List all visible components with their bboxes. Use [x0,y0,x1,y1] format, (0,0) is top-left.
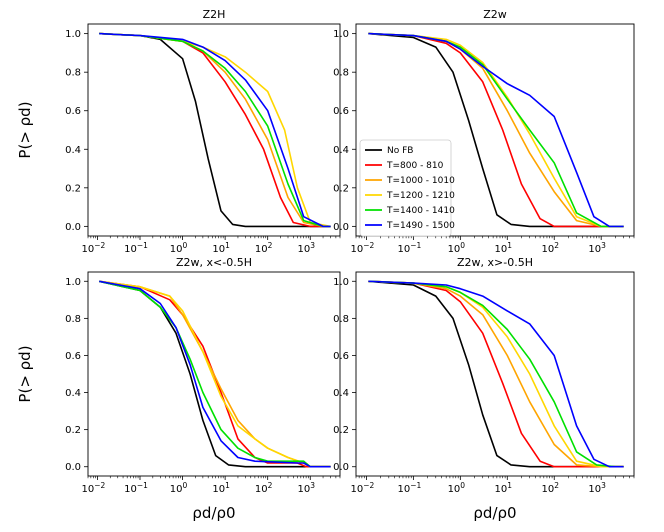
panel-1: Z2H 0.0 0.2 0.4 0.6 0.8 1.0 10−2 10−1 100 101 102 10… [16,8,341,255]
x-tick-label: 101 [495,241,513,255]
y-tick-label: 0.6 [65,106,81,117]
y-tick-label: 0.2 [333,425,349,436]
panel-2: Z2w 0.0 0.2 0.4 0.6 0.8 1.0 10−2 10−1 100 101 102 10… [333,8,635,255]
panel-title: Z2w [483,8,507,21]
panel-title: Z2H [203,8,226,21]
panel-4: Z2w, x>-0.5H 0.0 0.2 0.4 0.6 0.8 1.0 10−2 10−1 10… [333,256,635,522]
x-tick-label: 10−2 [82,241,106,255]
panel-title: Z2w, x<-0.5H [176,256,252,269]
series-line [368,32,624,228]
x-tick-label: 10−1 [397,481,421,495]
legend-label: T=1200 - 1210 [386,191,455,201]
x-tick-label: 10−1 [397,241,421,255]
series-line [99,280,331,468]
series-line [368,32,624,228]
y-tick-label: 0.4 [333,388,349,399]
x-tick-label: 103 [297,241,315,255]
x-tick-label: 10−2 [351,241,375,255]
x-tick-label: 100 [448,241,466,255]
series-line [368,280,624,468]
series-line [368,280,624,468]
axes-frame [87,23,341,237]
series-line [99,32,331,228]
x-tick-label: 101 [212,241,230,255]
x-axis-label: ρd/ρ0 [473,504,516,522]
y-tick-label: 0.8 [65,68,81,79]
series-line [99,280,331,468]
series-line [368,280,624,468]
y-tick-label: 0.4 [65,388,81,399]
legend-box [359,139,452,237]
y-tick-label: 0.4 [333,145,349,156]
x-tick-label: 102 [255,481,273,495]
y-tick-label: 1.0 [333,29,349,40]
series-line [368,280,624,468]
y-tick-label: 0.0 [65,222,81,233]
y-tick-label: 0.0 [65,462,81,473]
y-axis-label: P(> ρd) [16,345,34,402]
y-tick-label: 1.0 [65,29,81,40]
y-axis-label: P(> ρd) [16,101,34,158]
y-tick-label: 0.0 [333,222,349,233]
x-tick-label: 100 [170,241,188,255]
series-line [99,32,331,228]
x-tick-label: 100 [170,481,188,495]
x-tick-label: 101 [212,481,230,495]
legend-label: T=800 - 810 [386,161,444,171]
series-line [99,280,331,468]
series-line [99,280,331,468]
legend-label: T=1000 - 1010 [386,176,455,186]
x-tick-label: 101 [495,481,513,495]
x-tick-label: 102 [541,481,559,495]
axes-frame [355,23,635,237]
axes-frame [355,271,635,477]
y-tick-label: 0.6 [333,351,349,362]
series-line [99,280,331,468]
y-tick-label: 0.0 [333,462,349,473]
x-tick-label: 103 [297,481,315,495]
series-line [368,32,624,228]
y-tick-label: 0.8 [333,314,349,325]
series-line [368,280,624,468]
x-tick-label: 102 [541,241,559,255]
x-tick-label: 100 [448,481,466,495]
y-tick-label: 1.0 [333,277,349,288]
x-tick-label: 10−1 [124,481,148,495]
series-line [99,280,331,468]
y-tick-label: 0.6 [65,351,81,362]
y-tick-label: 0.4 [65,145,81,156]
series-line [368,32,624,228]
legend-label: T=1490 - 1500 [386,221,455,231]
legend-label: No FB [387,146,413,156]
y-tick-label: 0.2 [65,425,81,436]
legend-label: T=1400 - 1410 [386,206,455,216]
x-tick-label: 103 [588,481,606,495]
x-tick-label: 10−1 [124,241,148,255]
x-tick-label: 10−2 [351,481,375,495]
x-tick-label: 102 [255,241,273,255]
legend: No FB T=800 - 810 T=1000 - 1010 T=1200 - 12… [359,139,455,237]
y-tick-label: 1.0 [65,277,81,288]
panel-3: Z2w, x<-0.5H 0.0 0.2 0.4 0.6 0.8 1.0 10−2 10−1 10… [16,256,341,522]
x-tick-label: 10−2 [82,481,106,495]
y-tick-label: 0.8 [65,314,81,325]
series-line [99,32,331,228]
x-tick-label: 103 [588,241,606,255]
y-tick-label: 0.2 [333,183,349,194]
y-tick-label: 0.8 [333,68,349,79]
x-axis-label: ρd/ρ0 [192,504,235,522]
y-tick-label: 0.2 [65,183,81,194]
y-tick-label: 0.6 [333,106,349,117]
panel-title: Z2w, x>-0.5H [457,256,533,269]
series-line [368,280,624,468]
axes-frame [87,271,341,477]
